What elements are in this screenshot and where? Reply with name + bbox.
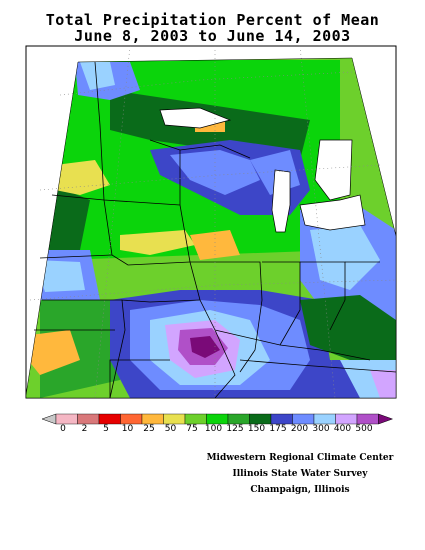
- legend-swatch: [270, 413, 293, 425]
- legend-swatch: [55, 413, 78, 425]
- legend-label: 25: [143, 424, 155, 434]
- legend-label: 200: [290, 424, 309, 434]
- credit-center: Midwestern Regional Climate Center: [206, 453, 394, 463]
- legend-label: 500: [355, 424, 373, 434]
- legend-label: 5: [103, 424, 109, 434]
- legend-label: 300: [312, 424, 330, 434]
- credit-location: Champaign, Illinois: [250, 485, 350, 495]
- legend-swatch: [120, 413, 143, 425]
- legend-label: 150: [247, 424, 266, 434]
- legend-label: 50: [164, 424, 177, 434]
- legend-swatch: [292, 413, 315, 425]
- legend-label: 0: [60, 424, 66, 434]
- great-lakes: [159, 107, 366, 233]
- legend-label: 2: [81, 424, 88, 434]
- color-legend-bar: [41, 413, 394, 425]
- map-date-range: June 8, 2003 to June 14, 2003: [74, 27, 351, 45]
- legend-label: 100: [204, 424, 223, 434]
- map-title: Total Precipitation Percent of Mean: [45, 11, 380, 29]
- legend-swatch: [163, 413, 186, 425]
- legend-arrow-low: [41, 413, 57, 425]
- legend-swatch: [356, 413, 379, 425]
- legend-swatch: [184, 413, 207, 425]
- legend-swatch: [141, 413, 164, 425]
- legend-swatch: [77, 413, 100, 425]
- legend-swatch: [313, 413, 336, 425]
- legend-label: 10: [121, 424, 134, 434]
- credit-survey: Illinois State Water Survey: [232, 469, 368, 479]
- legend-swatch: [227, 413, 250, 425]
- legend-swatch: [249, 413, 272, 425]
- legend-swatch: [98, 413, 121, 425]
- legend-swatch: [335, 413, 358, 425]
- legend-swatch: [206, 413, 229, 425]
- legend-label: 400: [333, 424, 352, 434]
- lat-lon-grid: [29, 45, 397, 399]
- state-boundaries: [34, 61, 397, 399]
- legend-label: 125: [226, 424, 244, 434]
- legend-arrow-high: [378, 413, 394, 425]
- legend-label: 175: [269, 424, 287, 434]
- legend-label: 75: [186, 424, 198, 434]
